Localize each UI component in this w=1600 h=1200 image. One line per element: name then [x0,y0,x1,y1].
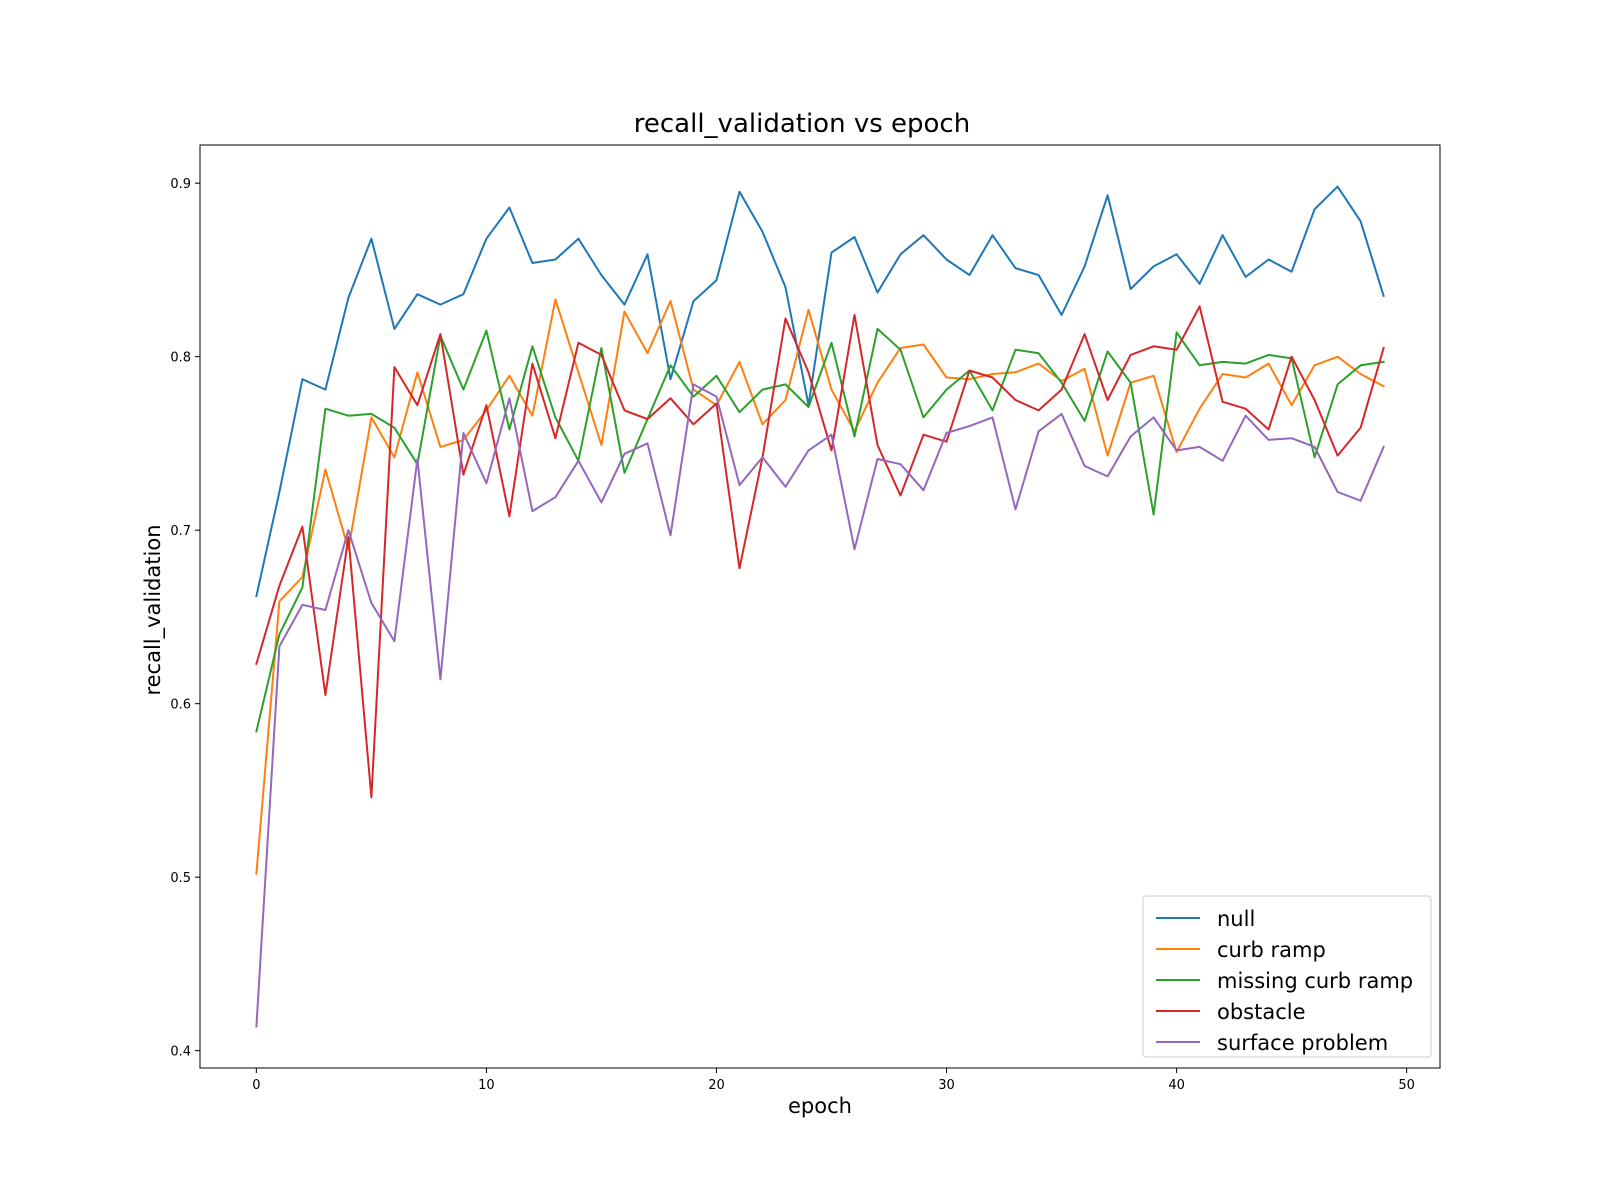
x-tick-label: 50 [1398,1078,1415,1093]
x-axis-label: epoch [788,1094,852,1118]
y-axis-label: recall_validation [141,524,166,695]
x-tick-label: 10 [478,1078,495,1093]
legend-label: missing curb ramp [1217,969,1413,993]
y-axis: 0.4 0.5 0.6 0.7 0.8 0.9 [170,177,200,1060]
legend: null curb ramp missing curb ramp obstacle su… [1142,895,1432,1058]
y-tick-label: 0.5 [170,871,191,886]
x-tick-label: 40 [1168,1078,1185,1093]
series-line-obstacle [255,305,1385,799]
legend-box [1142,895,1432,1058]
x-tick-label: 0 [252,1078,260,1093]
y-tick-label: 0.8 [170,351,191,366]
series-lines [255,185,1385,1028]
y-tick-label: 0.4 [170,1045,191,1060]
series-line-null [255,185,1385,598]
y-tick-label: 0.6 [170,698,191,713]
series-line-surface-problem [255,383,1385,1028]
x-axis: 0 10 20 30 40 50 [252,1068,1415,1093]
legend-label: obstacle [1217,1000,1306,1024]
axes-frame [199,144,1441,1069]
y-tick-label: 0.9 [170,177,191,192]
legend-label: null [1217,907,1255,931]
series-line-missing-curb-ramp [255,327,1385,733]
chart-title: recall_validation vs epoch [634,109,970,139]
series-line-curb-ramp [255,298,1385,875]
y-tick-label: 0.7 [170,524,191,539]
plot-area: 0 10 20 30 40 50 0.4 0.5 0.6 0.7 0.8 0.9 [170,144,1441,1093]
legend-label: curb ramp [1217,938,1326,962]
legend-label: surface problem [1217,1031,1388,1055]
x-tick-label: 20 [708,1078,725,1093]
x-tick-label: 30 [938,1078,955,1093]
